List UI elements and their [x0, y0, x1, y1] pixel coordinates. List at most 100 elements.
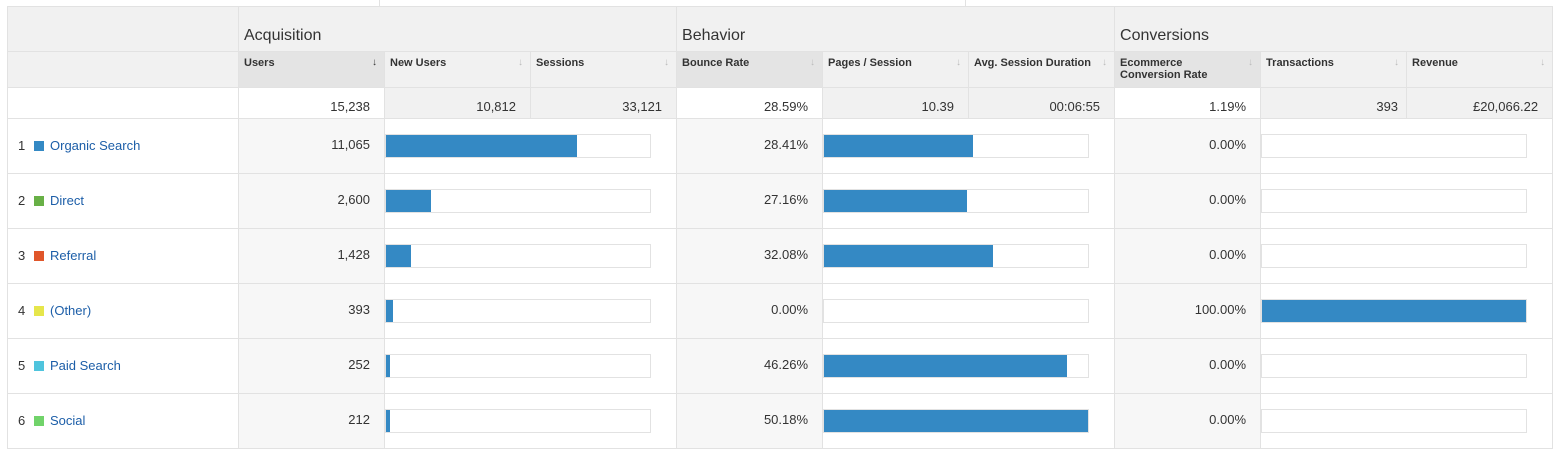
pages-session-bar-track — [823, 409, 1090, 433]
sort-arrow-icon[interactable]: ↓ — [372, 57, 377, 68]
row-index: 5 — [18, 358, 26, 373]
total-ecommerce-conversion-rate: 1.19% — [1114, 87, 1262, 119]
conversion-bar-track — [1261, 299, 1528, 323]
users-value: 2,600 — [337, 192, 370, 207]
users-bar — [386, 190, 431, 212]
channel-link[interactable]: Direct — [50, 193, 84, 208]
channel-link[interactable]: Organic Search — [50, 138, 141, 153]
users-bar-track — [385, 299, 651, 323]
pages-session-column-header[interactable]: Pages / Session ↓ — [822, 51, 970, 88]
conversion-bar — [1262, 300, 1527, 322]
users-bar-cell — [383, 228, 678, 284]
sort-arrow-icon[interactable]: ↓ — [1540, 57, 1546, 68]
channel-link[interactable]: Referral — [50, 248, 97, 263]
bounce-rate-value: 28.41% — [763, 137, 809, 152]
total-sessions: 33,121 — [529, 87, 678, 119]
users-column-header[interactable]: Users ↓ — [238, 51, 385, 88]
transactions-column-header[interactable]: Transactions ↓ — [1260, 51, 1408, 88]
avg-session-duration-column-header[interactable]: Avg. Session Duration ↓ — [968, 51, 1116, 88]
users-bar — [386, 410, 390, 432]
bounce-rate-value: 0.00% — [771, 302, 809, 317]
channel-link[interactable]: Social — [50, 413, 86, 428]
users-bar-cell — [383, 283, 678, 339]
users-bar-cell — [383, 393, 678, 449]
behavior-group-title: Behavior — [682, 27, 746, 44]
conversion-bar-track — [1261, 189, 1528, 213]
ecommerce-conversion-rate-value-cell: 100.00% — [1114, 283, 1262, 339]
table-row: 5 Paid Search 252 46.26% 0.00% — [7, 338, 1554, 394]
pages-session-bar-track — [823, 299, 1090, 323]
channels-report-table: Acquisition Behavior Conversions Users ↓ … — [7, 6, 1554, 449]
users-bar-track — [385, 134, 651, 158]
channel-color-swatch — [34, 141, 44, 151]
totals-label-cell — [7, 87, 239, 119]
bounce-rate-header-label: Bounce Rate — [682, 57, 750, 69]
conversion-bar-track — [1261, 354, 1528, 378]
bounce-rate-value: 27.16% — [763, 192, 809, 207]
users-value: 252 — [348, 357, 370, 372]
ecommerce-conversion-rate-value-cell: 0.00% — [1114, 338, 1262, 394]
ecommerce-conversion-rate-column-header[interactable]: Ecommerce Conversion Rate ↓ — [1114, 51, 1262, 88]
ecommerce-conversion-rate-value: 0.00% — [1209, 192, 1247, 207]
table-row: 4 (Other) 393 0.00% 100.00% — [7, 283, 1554, 339]
users-header-label: Users — [244, 57, 275, 69]
conversion-bar-cell — [1260, 283, 1554, 339]
bounce-rate-value-cell: 28.41% — [676, 118, 824, 174]
users-value-cell: 1,428 — [238, 228, 385, 284]
channel-cell: 6 Social — [7, 393, 239, 449]
conversion-bar-cell — [1260, 173, 1554, 229]
conversion-bar-cell — [1260, 228, 1554, 284]
pages-session-bar — [824, 190, 968, 212]
users-bar — [386, 355, 391, 377]
bounce-rate-value: 46.26% — [763, 357, 809, 372]
totals-row: 15,238 10,812 33,121 28.59% 10.39 00:06:… — [7, 87, 1554, 119]
row-index: 3 — [18, 248, 26, 263]
top-divider-left — [7, 0, 380, 6]
sort-arrow-icon[interactable]: ↓ — [1394, 57, 1400, 68]
conversion-bar-track — [1261, 244, 1528, 268]
users-bar-track — [385, 189, 651, 213]
sort-arrow-icon[interactable]: ↓ — [664, 57, 670, 68]
sessions-header-label: Sessions — [536, 57, 585, 69]
sort-arrow-icon[interactable]: ↓ — [956, 57, 962, 68]
channel-link[interactable]: (Other) — [50, 303, 92, 318]
row-index: 6 — [18, 413, 26, 428]
sort-arrow-icon[interactable]: ↓ — [810, 57, 816, 68]
users-value-cell: 11,065 — [238, 118, 385, 174]
total-transactions: 393 — [1260, 87, 1408, 119]
table-row: 1 Organic Search 11,065 28.41% 0.00% — [7, 118, 1554, 174]
pages-session-bar-track — [823, 244, 1090, 268]
pages-session-bar-track — [823, 354, 1090, 378]
top-divider-mid — [380, 0, 966, 6]
new-users-column-header[interactable]: New Users ↓ — [384, 51, 531, 88]
channel-link[interactable]: Paid Search — [50, 358, 121, 373]
total-pages-session: 10.39 — [822, 87, 970, 119]
sessions-column-header[interactable]: Sessions ↓ — [529, 51, 678, 88]
users-value-cell: 393 — [238, 283, 385, 339]
sort-arrow-icon[interactable]: ↓ — [1248, 57, 1254, 68]
ecommerce-conversion-rate-value-cell: 0.00% — [1114, 393, 1262, 449]
pages-session-bar — [824, 135, 974, 157]
pages-session-bar-cell — [822, 173, 1116, 229]
channel-cell: 3 Referral — [7, 228, 239, 284]
users-bar — [386, 245, 411, 267]
new-users-header-label: New Users — [390, 57, 447, 69]
table-row: 2 Direct 2,600 27.16% 0.00% — [7, 173, 1554, 229]
ecommerce-conversion-rate-value: 0.00% — [1209, 357, 1247, 372]
sort-arrow-icon[interactable]: ↓ — [518, 57, 523, 68]
conversions-group-header: Conversions — [1114, 6, 1554, 52]
channel-cell: 4 (Other) — [7, 283, 239, 339]
total-revenue: £20,066.22 — [1406, 87, 1554, 119]
revenue-column-header[interactable]: Revenue ↓ — [1406, 51, 1554, 88]
sort-arrow-icon[interactable]: ↓ — [1102, 57, 1108, 68]
users-value: 1,428 — [337, 247, 370, 262]
pages-session-bar-cell — [822, 228, 1116, 284]
bounce-rate-value-cell: 0.00% — [676, 283, 824, 339]
pages-session-bar — [824, 245, 993, 267]
conversion-bar-cell — [1260, 118, 1554, 174]
ecommerce-conversion-rate-value: 0.00% — [1209, 412, 1247, 427]
users-value: 212 — [348, 412, 370, 427]
users-bar-track — [385, 244, 651, 268]
ecommerce-conversion-rate-header-label: Ecommerce Conversion Rate — [1120, 57, 1208, 81]
bounce-rate-column-header[interactable]: Bounce Rate ↓ — [676, 51, 824, 88]
